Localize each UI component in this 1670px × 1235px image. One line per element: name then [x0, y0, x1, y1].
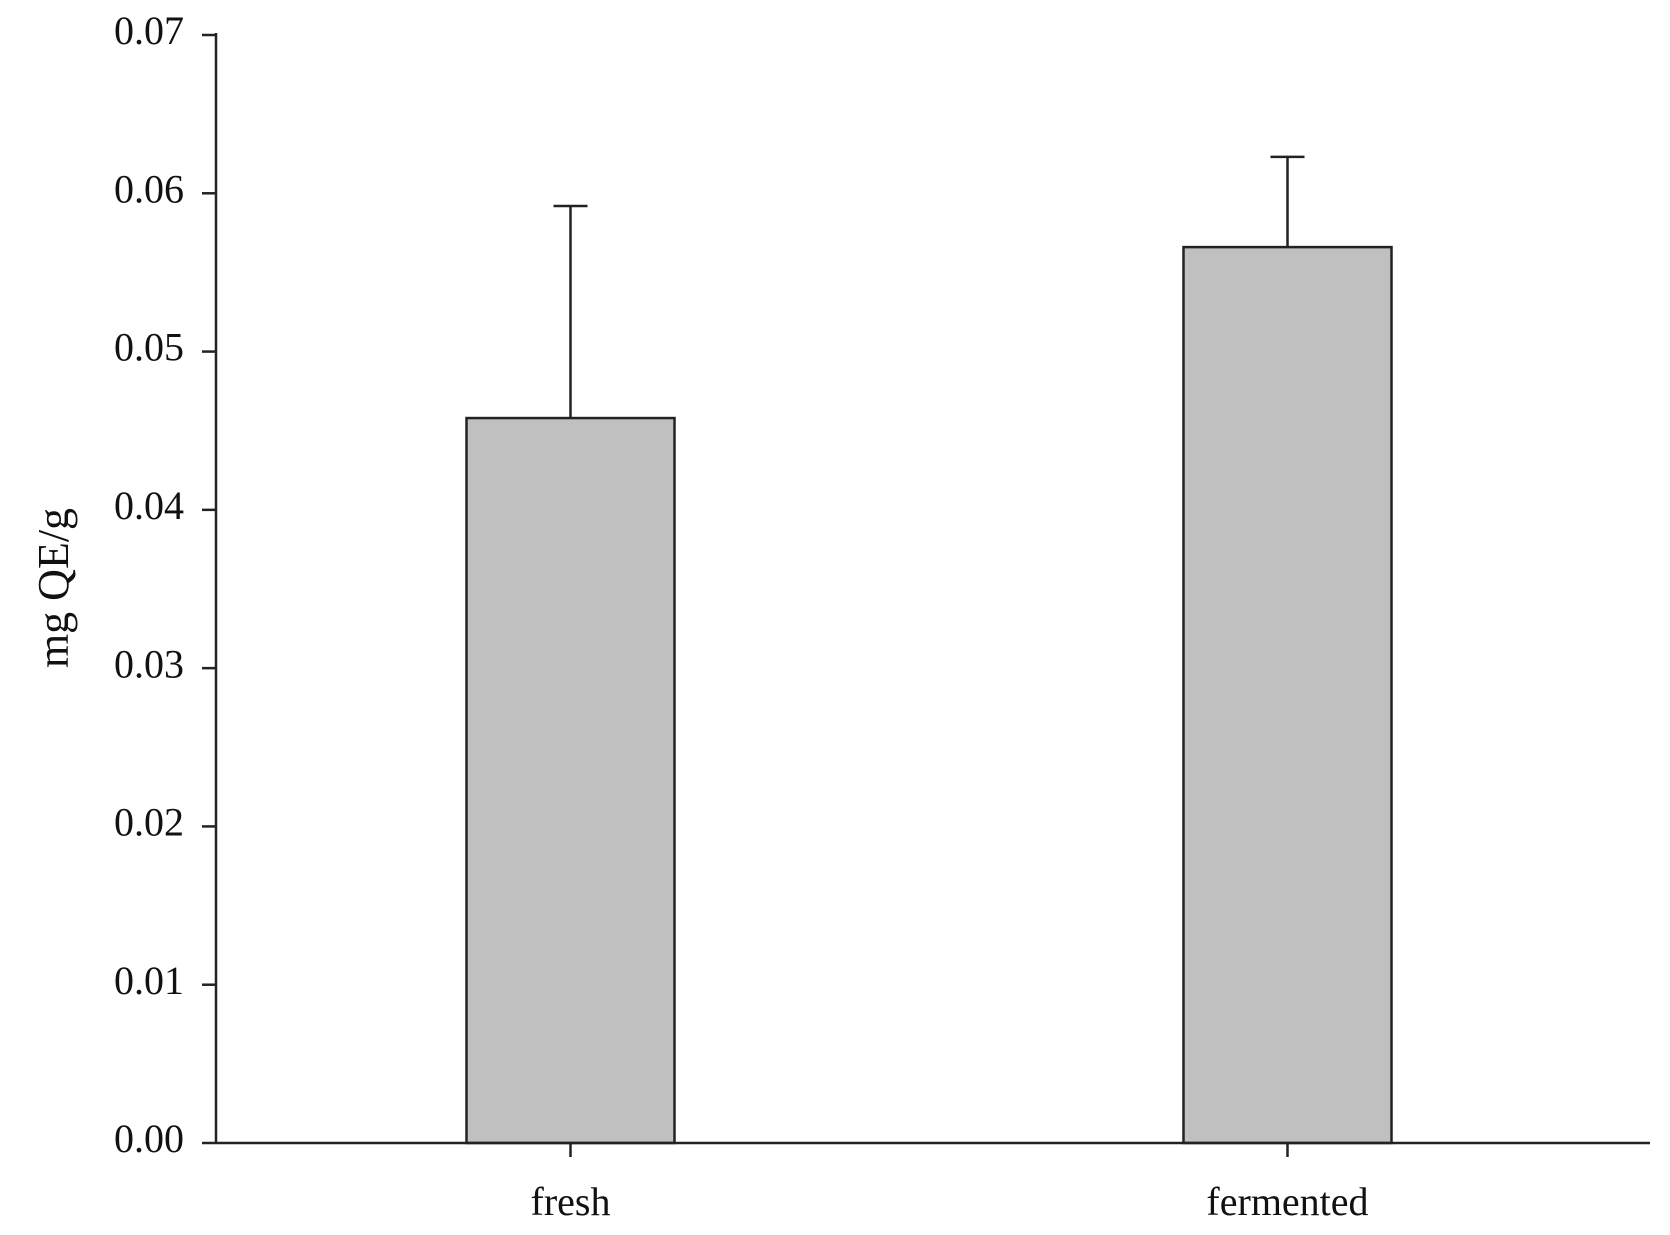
- x-tick-label-fresh: fresh: [531, 1179, 611, 1224]
- y-tick-label: 0.01: [114, 958, 184, 1003]
- y-tick-label: 0.05: [114, 325, 184, 370]
- y-axis-title: mg QE/g: [29, 508, 78, 668]
- bar-fermented: [1182, 245, 1393, 1145]
- y-tick-label: 0.02: [114, 800, 184, 845]
- y-tick-label: 0.06: [114, 166, 184, 211]
- y-axis: 0.00 0.01 0.02 0.03 0.04 0.05 0.06 0.07: [114, 8, 218, 1161]
- y-tick-label: 0.03: [114, 641, 184, 686]
- y-tick-label: 0.00: [114, 1116, 184, 1161]
- y-tick-label: 0.07: [114, 8, 184, 53]
- bar-fresh: [465, 416, 676, 1145]
- y-tick-label: 0.04: [114, 483, 184, 528]
- bars-group: [465, 155, 1393, 1145]
- x-tick-label-fermented: fermented: [1206, 1179, 1368, 1224]
- x-axis: fresh fermented: [216, 1141, 1650, 1224]
